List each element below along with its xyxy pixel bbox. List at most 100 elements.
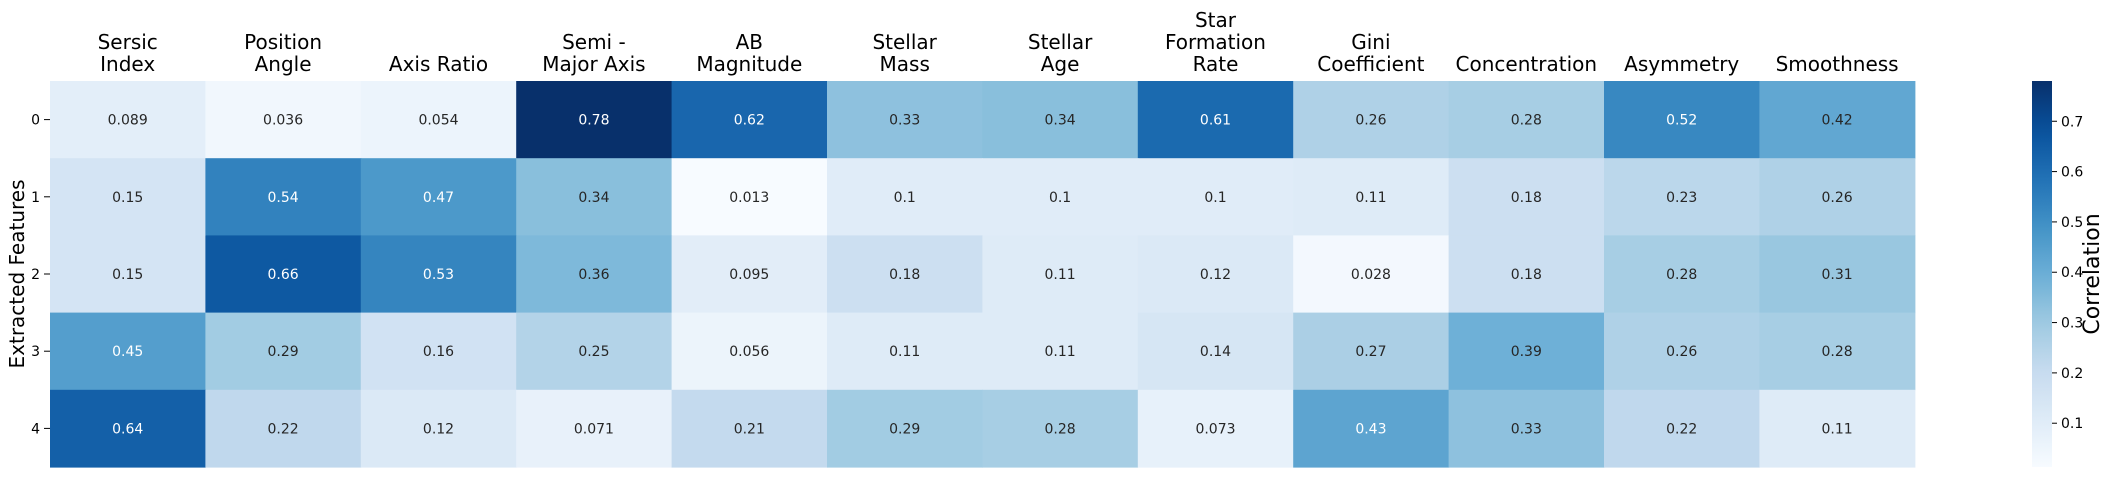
cell-value-label: 0.31 <box>1822 267 1853 283</box>
colorbar-tick-label: 0.6 <box>2061 165 2083 181</box>
cell-value-label: 0.18 <box>889 267 920 283</box>
cell-value-label: 0.54 <box>268 190 299 206</box>
cell-value-label: 0.42 <box>1822 113 1853 129</box>
heatmap-cell <box>516 235 673 314</box>
column-header-label: Major Axis <box>542 52 645 76</box>
heatmap-cell <box>1604 81 1760 159</box>
cell-value-label: 0.21 <box>734 421 765 437</box>
heatmap-cell <box>1137 81 1294 159</box>
cell-value-label: 0.095 <box>729 267 769 283</box>
heatmap-cell <box>671 158 828 236</box>
cell-value-label: 0.39 <box>1511 344 1542 360</box>
cell-value-label: 0.43 <box>1355 421 1386 437</box>
heatmap-cell <box>1448 158 1605 236</box>
colorbar-tick-label: 0.4 <box>2061 265 2083 281</box>
cell-value-label: 0.61 <box>1200 113 1231 129</box>
colorbar-tick-label: 0.1 <box>2061 416 2083 432</box>
cell-value-label: 0.28 <box>1666 267 1697 283</box>
heatmap-cell <box>671 312 828 391</box>
cell-value-label: 0.28 <box>1511 113 1542 129</box>
cell-value-label: 0.11 <box>1822 421 1853 437</box>
heatmap-cell <box>205 158 362 236</box>
heatmap-cell <box>1759 158 1916 236</box>
row-labels: 0 1 2 3 4 <box>31 113 50 437</box>
heatmap-cell <box>1604 389 1760 468</box>
colorbar-tick-label: 0.3 <box>2061 316 2083 332</box>
cell-value-label: 0.52 <box>1666 113 1697 129</box>
row-tick-label: 4 <box>31 421 40 437</box>
column-header-label: Sersic <box>98 30 158 54</box>
heatmap-cell <box>1293 312 1450 391</box>
cell-value-label: 0.33 <box>1511 421 1542 437</box>
y-axis-label: Extracted Features <box>5 180 29 369</box>
cell-value-label: 0.036 <box>263 113 303 129</box>
cell-value-label: 0.78 <box>578 113 609 129</box>
column-header-label: Angle <box>255 52 312 76</box>
cell-value-label: 0.071 <box>574 421 614 437</box>
heatmap-cell <box>1448 81 1605 159</box>
heatmap-cell <box>360 235 517 314</box>
heatmap-cell <box>1293 81 1450 159</box>
cell-value-label: 0.11 <box>1045 267 1076 283</box>
cell-value-label: 0.33 <box>889 113 920 129</box>
cell-value-label: 0.29 <box>268 344 299 360</box>
column-header-label: Stellar <box>872 30 937 54</box>
cell-value-label: 0.34 <box>578 190 609 206</box>
cell-value-label: 0.64 <box>112 421 143 437</box>
heatmap-cell <box>1137 312 1294 391</box>
heatmap-cells: 0.089 0.036 0.054 0.78 0.62 0.33 0.34 0.61 0.26 0… <box>50 81 1916 468</box>
cell-value-label: 0.29 <box>889 421 920 437</box>
cell-value-label: 0.25 <box>578 344 609 360</box>
heatmap-cell <box>982 158 1139 236</box>
heatmap-cell <box>516 158 673 236</box>
heatmap-cell <box>360 158 517 236</box>
column-header-label: Age <box>1041 52 1080 76</box>
colorbar-tick-label: 0.7 <box>2061 114 2083 130</box>
cell-value-label: 0.12 <box>423 421 454 437</box>
heatmap-cell <box>50 158 206 236</box>
colorbar-label: Correlation <box>2080 213 2105 334</box>
cell-value-label: 0.45 <box>112 344 143 360</box>
colorbar: 0.1 0.2 0.3 0.4 0.5 0.6 0.7 <box>2032 81 2083 467</box>
heatmap-cell <box>1759 312 1916 391</box>
column-header-label: Semi - <box>562 30 626 54</box>
cell-value-label: 0.15 <box>112 190 143 206</box>
heatmap-cell <box>360 389 517 468</box>
cell-value-label: 0.22 <box>1666 421 1697 437</box>
heatmap-cell <box>1293 158 1450 236</box>
heatmap-cell <box>360 81 517 159</box>
cell-value-label: 0.62 <box>734 113 765 129</box>
cell-value-label: 0.1 <box>894 190 916 206</box>
column-header-label: Index <box>100 52 155 76</box>
column-header-label: Formation <box>1165 30 1266 54</box>
heatmap-cell <box>1448 389 1605 468</box>
heatmap-cell <box>671 81 828 159</box>
row-tick-label: 2 <box>31 267 40 283</box>
heatmap-cell <box>1293 389 1450 468</box>
heatmap-cell <box>1137 158 1294 236</box>
heatmap-cell <box>1448 235 1605 314</box>
cell-value-label: 0.1 <box>1204 190 1226 206</box>
heatmap-cell <box>1604 158 1760 236</box>
heatmap-cell <box>827 158 983 236</box>
cell-value-label: 0.028 <box>1351 267 1391 283</box>
cell-value-label: 0.18 <box>1511 190 1542 206</box>
cell-value-label: 0.089 <box>108 113 148 129</box>
column-header-label: Smoothness <box>1776 52 1899 76</box>
cell-value-label: 0.53 <box>423 267 454 283</box>
column-header-label: Rate <box>1193 52 1239 76</box>
cell-value-label: 0.11 <box>889 344 920 360</box>
column-header-label: Coefficient <box>1317 52 1424 76</box>
heatmap-cell <box>516 81 673 159</box>
heatmap-cell <box>516 312 673 391</box>
cell-value-label: 0.16 <box>423 344 454 360</box>
column-header-label: Axis Ratio <box>389 52 488 76</box>
cell-value-label: 0.18 <box>1511 267 1542 283</box>
cell-value-label: 0.056 <box>729 344 769 360</box>
heatmap-cell <box>205 235 362 314</box>
heatmap-cell <box>827 389 983 468</box>
heatmap-cell <box>982 81 1139 159</box>
cell-value-label: 0.26 <box>1822 190 1853 206</box>
